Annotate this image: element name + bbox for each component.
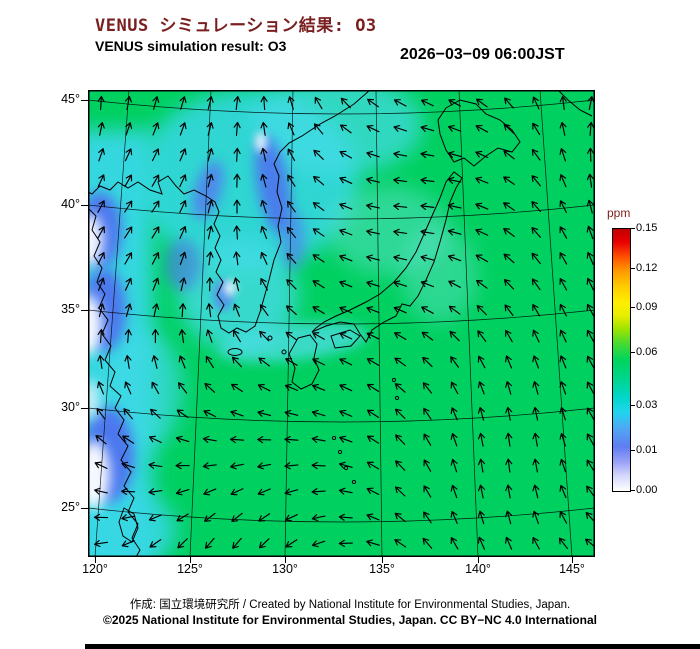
lat-tick-mark — [81, 408, 88, 409]
lat-tick-mark — [81, 508, 88, 509]
colorbar-tick-mark — [630, 306, 635, 308]
plot-frame — [88, 90, 595, 557]
lat-tick-label: 25° — [61, 500, 80, 514]
colorbar-unit-label: ppm — [607, 206, 631, 220]
colorbar-tick-mark — [630, 405, 635, 407]
colorbar-tick-label: 0.00 — [636, 484, 658, 496]
coastline-hokkaido — [437, 99, 521, 167]
page-title-japanese: VENUS シミュレーション結果: O3 — [95, 16, 377, 36]
island-ryukyu-3 — [343, 465, 349, 471]
colorbar-tick-label: 0.09 — [636, 300, 658, 313]
colorbar — [612, 228, 631, 492]
lon-tick-mark — [382, 557, 383, 563]
lon-tick-mark — [95, 557, 96, 563]
map-plot-area — [88, 90, 595, 557]
colorbar-tick-label: 0.06 — [636, 345, 658, 358]
island-tsushima — [267, 335, 273, 341]
lon-tick-label: 145° — [559, 562, 585, 576]
lat-tick-label: 35° — [61, 302, 80, 316]
bottom-border — [85, 644, 700, 649]
coastline-china-east — [88, 207, 141, 557]
island-ryukyu-4 — [351, 479, 357, 485]
footer-credit: 作成: 国立環境研究所 / Created by National Instit… — [129, 599, 571, 611]
lat-tick-mark — [81, 100, 88, 101]
lon-tick-mark — [478, 557, 479, 563]
colorbar-tick-mark — [630, 490, 635, 491]
lat-tick-label: 45° — [61, 92, 80, 106]
colorbar-tick-label: 0.15 — [636, 222, 658, 234]
lat-tick-label: 30° — [61, 400, 80, 414]
coastline-mainland-asia — [88, 90, 371, 334]
island-ryukyu-1 — [331, 435, 337, 441]
island-izu-2 — [394, 395, 400, 401]
lat-tick-mark — [81, 205, 88, 206]
island-ryukyu-2 — [337, 449, 343, 455]
island-goto — [281, 349, 287, 355]
colorbar-tick-mark — [630, 351, 635, 353]
coastline-kuril — [557, 90, 593, 117]
lon-tick-mark — [285, 557, 286, 563]
graticule-grid — [88, 90, 595, 557]
coastline-shikoku — [330, 329, 361, 349]
page-title-english: VENUS simulation result: O3 — [95, 38, 287, 54]
lon-tick-label: 140° — [465, 562, 491, 576]
colorbar-tick-mark — [630, 268, 635, 270]
coastlines — [88, 90, 593, 557]
wind-vector-arrows — [93, 95, 595, 550]
footer-license: ©2025 National Institute for Environment… — [103, 613, 597, 627]
colorbar-tick-mark — [630, 449, 635, 451]
lat-tick-mark — [81, 310, 88, 311]
colorbar-tick-label: 0.12 — [636, 262, 658, 275]
lon-tick-label: 125° — [177, 562, 203, 576]
lon-tick-label: 135° — [369, 562, 395, 576]
lon-tick-mark — [190, 557, 191, 563]
colorbar-tick-label: 0.01 — [636, 443, 658, 456]
timestamp-label: 2026−03−09 06:00JST — [400, 46, 565, 63]
colorbar-tick-mark — [630, 228, 635, 229]
lon-tick-label: 130° — [272, 562, 298, 576]
lon-tick-mark — [572, 557, 573, 563]
island-izu-1 — [391, 377, 397, 383]
colorbar-tick-label: 0.03 — [636, 399, 658, 412]
island-jeju — [227, 348, 243, 356]
lon-tick-label: 120° — [82, 562, 108, 576]
concentration-map — [88, 90, 595, 557]
lat-tick-label: 40° — [61, 197, 80, 211]
